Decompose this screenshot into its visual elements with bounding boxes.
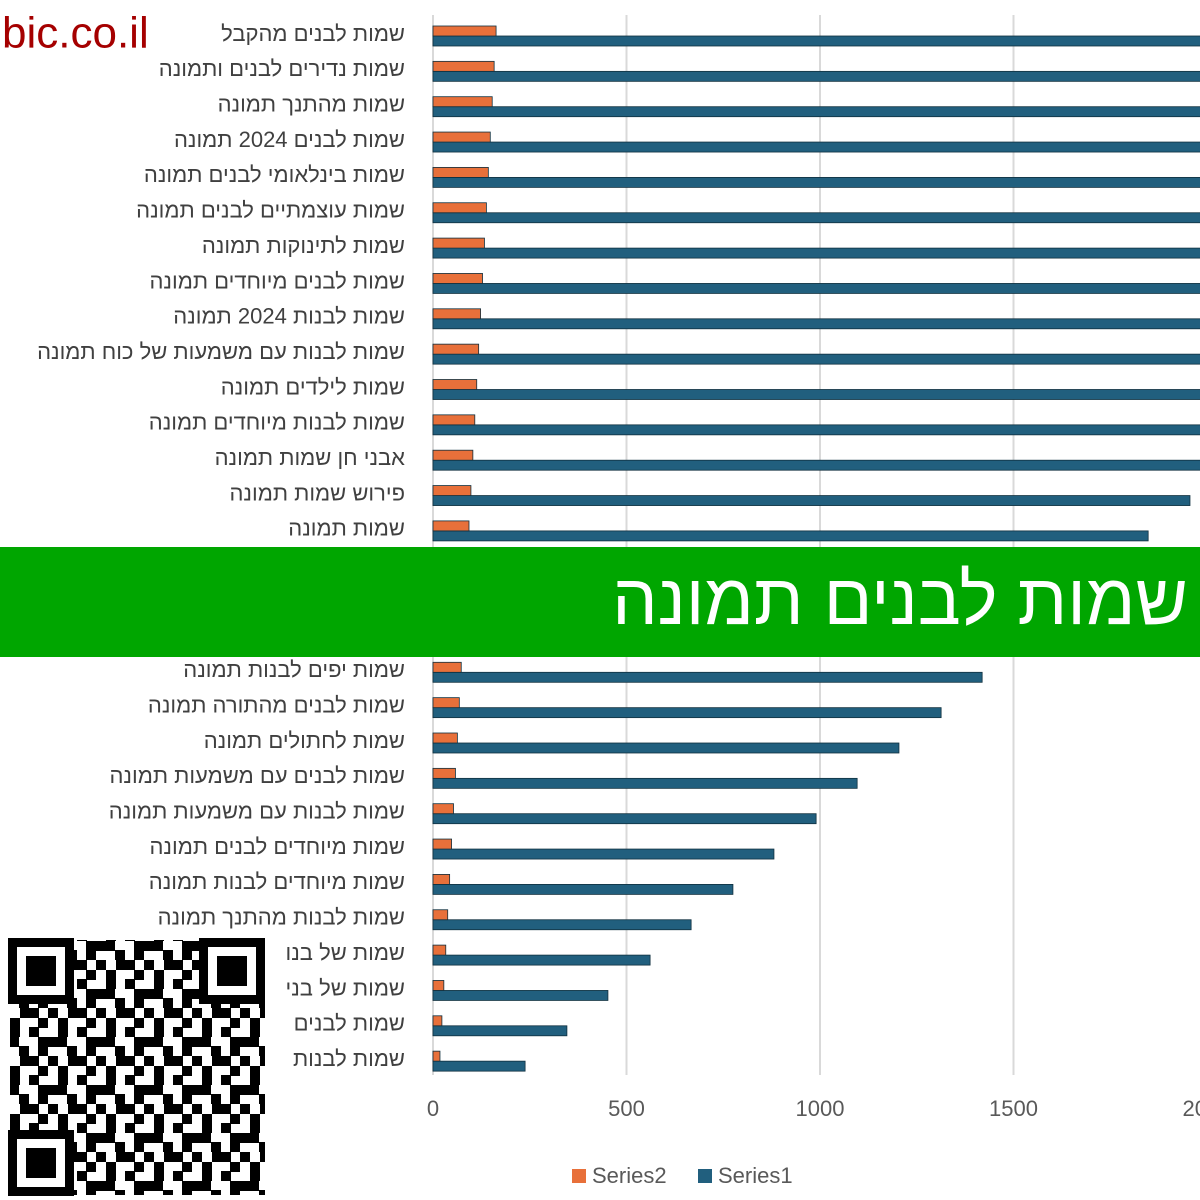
y-tick-label: שמות נדירים לבנים ותמונה (159, 56, 405, 81)
bar (432, 520, 470, 532)
y-tick-label: שמות לבנות (293, 1046, 405, 1071)
y-tick-label: שמות לבנים מהקבל (221, 21, 405, 46)
bar (432, 485, 472, 496)
watermark: bic.co.il (2, 9, 149, 58)
bar (432, 1050, 441, 1062)
bar (432, 742, 900, 754)
bar (432, 106, 1200, 118)
y-tick-label: שמות של בני (286, 975, 405, 1000)
bar (432, 176, 1200, 188)
bar (432, 96, 493, 108)
bar (432, 35, 1200, 47)
bar (432, 343, 480, 355)
y-tick-label: שמות מיוחדים לבנים תמונה (149, 834, 405, 859)
bar (432, 1025, 568, 1037)
bar (432, 131, 491, 143)
bar (432, 60, 495, 72)
bar (432, 803, 454, 815)
y-tick-label: שמות לחתולים תמונה (204, 728, 405, 753)
y-tick-label: שמות לבנים (294, 1011, 405, 1036)
y-tick-label: שמות עוצמתיים לבנים תמונה (136, 198, 405, 223)
bar (432, 954, 651, 966)
x-tick-label: 1500 (989, 1096, 1038, 1121)
bar (432, 212, 1200, 224)
bar (432, 70, 1200, 82)
bar (432, 308, 482, 320)
y-tick-label: שמות מהתנך תמונה (218, 92, 405, 117)
bar (432, 874, 451, 885)
y-tick-label: שמות לבנים מיוחדים תמונה (149, 268, 405, 293)
x-tick-label: 500 (608, 1096, 645, 1121)
bar (432, 141, 1200, 153)
y-tick-label: שמות בינלאומי לבנים תמונה (144, 162, 405, 187)
y-tick-label: שמות יפים לבנות תמונה (183, 657, 405, 682)
y-tick-label: שמות לתינוקות תמונה (202, 233, 405, 258)
bar (432, 919, 692, 931)
bar (432, 202, 487, 214)
y-tick-label: פירוש שמות תמונה (229, 480, 405, 505)
y-tick-label: שמות לבנות עם משמעות של כוח תמונה (37, 339, 405, 364)
y-tick-label: שמות של בנו (286, 940, 405, 965)
y-tick-label: שמות תמונה (288, 516, 405, 541)
bar (432, 838, 452, 850)
y-tick-label: שמות לבנות מהתנך תמונה (158, 905, 405, 930)
legend-swatch (572, 1169, 586, 1183)
legend-swatch (698, 1169, 712, 1183)
y-tick-label: שמות לבנים 2024 תמונה (174, 127, 405, 152)
bar (432, 530, 1149, 542)
bar (432, 237, 485, 249)
bar (432, 318, 1200, 330)
bar (432, 732, 458, 744)
bar (432, 1015, 443, 1027)
y-tick-label: שמות מיוחדים לבנות תמונה (149, 869, 405, 894)
legend-label: Series1 (718, 1163, 793, 1188)
bar (432, 273, 483, 284)
bar (432, 389, 1200, 400)
bar (432, 449, 474, 461)
bar (432, 424, 1200, 436)
x-tick-label: 2000 (1183, 1096, 1200, 1121)
bar (432, 884, 734, 895)
bar (432, 980, 445, 991)
bar (432, 697, 460, 709)
y-tick-label: שמות לבנות 2024 תמונה (173, 304, 405, 329)
bar (432, 247, 1200, 259)
bar (432, 459, 1200, 471)
bar (432, 495, 1191, 506)
bar (432, 353, 1200, 365)
bar (432, 767, 456, 779)
bar (432, 909, 449, 921)
bar (432, 414, 476, 426)
bar (432, 813, 817, 825)
banner (0, 547, 1200, 657)
bar (432, 707, 942, 719)
bar (432, 1060, 526, 1072)
y-tick-label: שמות לבנים מהתורה תמונה (148, 692, 405, 717)
bar (432, 166, 489, 178)
y-tick-label: שמות לבנות עם משמעות תמונה (109, 799, 405, 824)
bar (432, 283, 1200, 294)
bar (432, 990, 609, 1001)
y-tick-label: שמות לילדים תמונה (221, 374, 405, 399)
bar (432, 848, 775, 860)
bar (432, 25, 497, 37)
y-tick-label: שמות לבנות מיוחדים תמונה (149, 410, 405, 435)
y-tick-label: אבני חן שמות תמונה (215, 445, 406, 470)
x-tick-label: 1000 (796, 1096, 845, 1121)
bar (432, 944, 447, 956)
bar (432, 671, 983, 683)
qr-code (5, 935, 270, 1200)
legend-label: Series2 (592, 1163, 667, 1188)
x-tick-label: 0 (427, 1096, 439, 1121)
bar (432, 777, 858, 789)
bar (432, 379, 478, 390)
bar (432, 661, 462, 673)
y-tick-label: שמות לבנים עם משמעות תמונה (109, 763, 405, 788)
banner-text: שמות לבנים תמונה (612, 560, 1188, 640)
